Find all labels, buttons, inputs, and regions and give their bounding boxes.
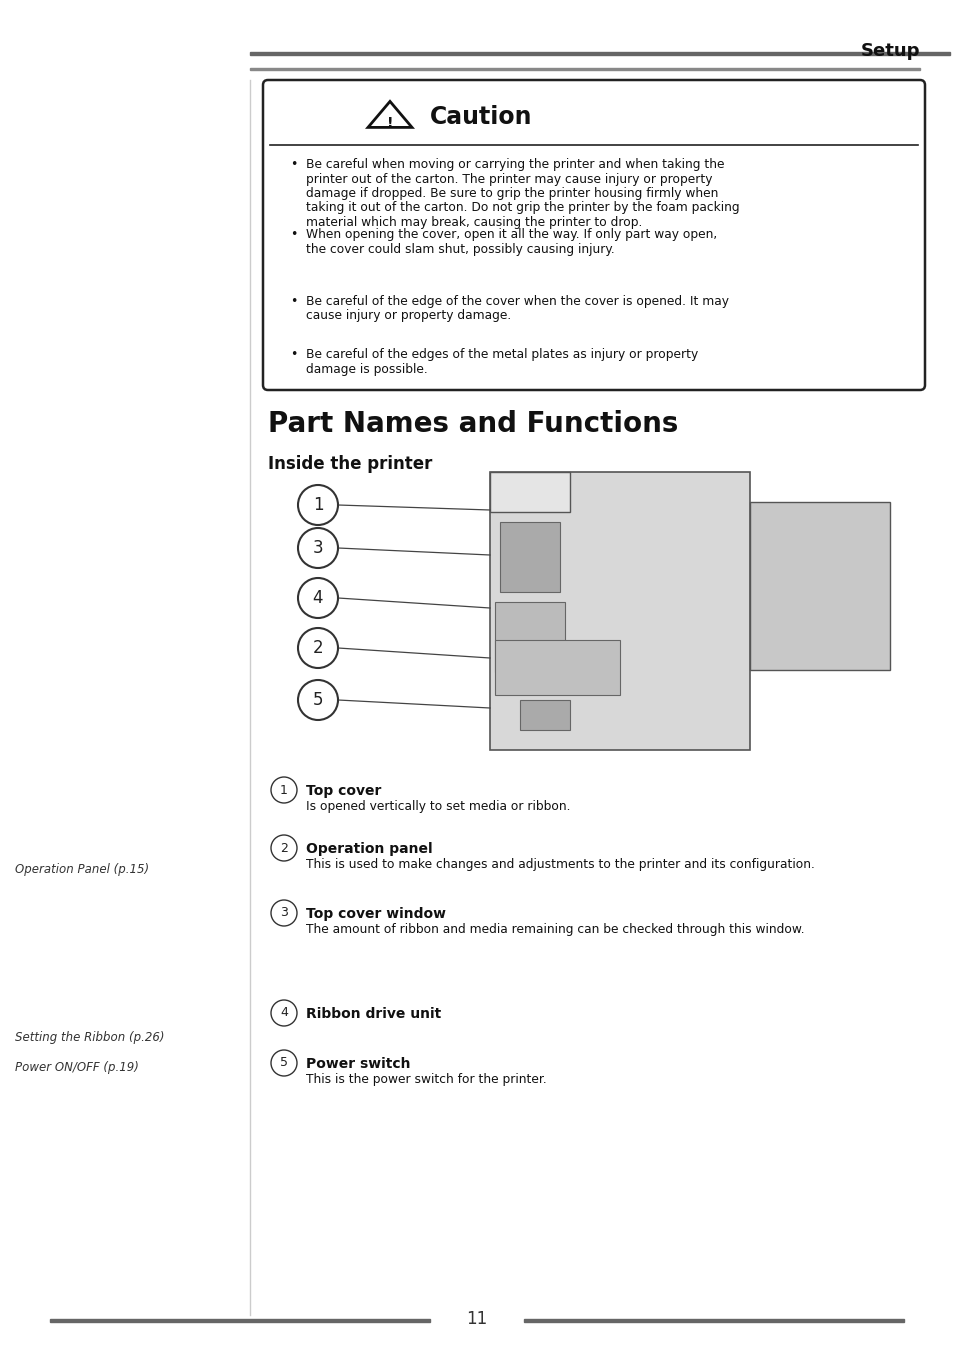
Text: Operation Panel (p.15): Operation Panel (p.15) bbox=[15, 864, 149, 876]
Bar bbox=[50, 1318, 430, 1322]
Text: taking it out of the carton. Do not grip the printer by the foam packing: taking it out of the carton. Do not grip… bbox=[306, 201, 739, 214]
Polygon shape bbox=[495, 640, 619, 696]
Text: Inside the printer: Inside the printer bbox=[268, 456, 432, 473]
Text: Is opened vertically to set media or ribbon.: Is opened vertically to set media or rib… bbox=[306, 799, 570, 813]
Text: •: • bbox=[290, 158, 297, 171]
Text: the cover could slam shut, possibly causing injury.: the cover could slam shut, possibly caus… bbox=[306, 243, 614, 256]
Text: material which may break, causing the printer to drop.: material which may break, causing the pr… bbox=[306, 216, 641, 229]
Text: 11: 11 bbox=[466, 1310, 487, 1328]
Text: Be careful of the edges of the metal plates as injury or property: Be careful of the edges of the metal pla… bbox=[306, 348, 698, 361]
Text: 4: 4 bbox=[280, 1007, 288, 1019]
Text: Power ON/OFF (p.19): Power ON/OFF (p.19) bbox=[15, 1061, 139, 1074]
Text: printer out of the carton. The printer may cause injury or property: printer out of the carton. The printer m… bbox=[306, 173, 712, 186]
Text: 2: 2 bbox=[313, 639, 323, 656]
FancyBboxPatch shape bbox=[263, 80, 924, 390]
Text: 4: 4 bbox=[313, 589, 323, 607]
Bar bbox=[250, 67, 919, 70]
Text: The amount of ribbon and media remaining can be checked through this window.: The amount of ribbon and media remaining… bbox=[306, 923, 803, 936]
Text: 3: 3 bbox=[280, 906, 288, 919]
Polygon shape bbox=[519, 700, 569, 731]
Text: damage is possible.: damage is possible. bbox=[306, 363, 427, 376]
Text: cause injury or property damage.: cause injury or property damage. bbox=[306, 310, 511, 322]
Polygon shape bbox=[499, 522, 559, 592]
Text: 1: 1 bbox=[313, 496, 323, 514]
Text: 2: 2 bbox=[280, 841, 288, 855]
Text: Top cover: Top cover bbox=[306, 785, 381, 798]
Text: 1: 1 bbox=[280, 783, 288, 797]
Polygon shape bbox=[490, 472, 569, 512]
Text: Setting the Ribbon (p.26): Setting the Ribbon (p.26) bbox=[15, 1031, 164, 1045]
Text: !: ! bbox=[386, 116, 393, 129]
Text: Caution: Caution bbox=[430, 105, 532, 129]
Text: Top cover window: Top cover window bbox=[306, 907, 446, 921]
Text: This is the power switch for the printer.: This is the power switch for the printer… bbox=[306, 1073, 546, 1086]
Text: damage if dropped. Be sure to grip the printer housing firmly when: damage if dropped. Be sure to grip the p… bbox=[306, 187, 718, 200]
Text: Operation panel: Operation panel bbox=[306, 842, 432, 856]
Text: 5: 5 bbox=[313, 692, 323, 709]
Text: When opening the cover, open it all the way. If only part way open,: When opening the cover, open it all the … bbox=[306, 228, 717, 241]
Text: Ribbon drive unit: Ribbon drive unit bbox=[306, 1007, 441, 1020]
Text: Setup: Setup bbox=[860, 42, 919, 61]
Polygon shape bbox=[495, 603, 564, 673]
Bar bbox=[250, 53, 949, 55]
Text: •: • bbox=[290, 228, 297, 241]
Text: Power switch: Power switch bbox=[306, 1057, 410, 1072]
Text: Part Names and Functions: Part Names and Functions bbox=[268, 410, 678, 438]
Polygon shape bbox=[490, 472, 749, 749]
Text: •: • bbox=[290, 348, 297, 361]
Text: 5: 5 bbox=[280, 1057, 288, 1069]
Text: This is used to make changes and adjustments to the printer and its configuratio: This is used to make changes and adjustm… bbox=[306, 857, 814, 871]
Polygon shape bbox=[749, 501, 889, 670]
Text: •: • bbox=[290, 295, 297, 307]
Bar bbox=[523, 1318, 903, 1322]
Text: Be careful of the edge of the cover when the cover is opened. It may: Be careful of the edge of the cover when… bbox=[306, 295, 728, 307]
Text: Be careful when moving or carrying the printer and when taking the: Be careful when moving or carrying the p… bbox=[306, 158, 723, 171]
Text: 3: 3 bbox=[313, 539, 323, 557]
